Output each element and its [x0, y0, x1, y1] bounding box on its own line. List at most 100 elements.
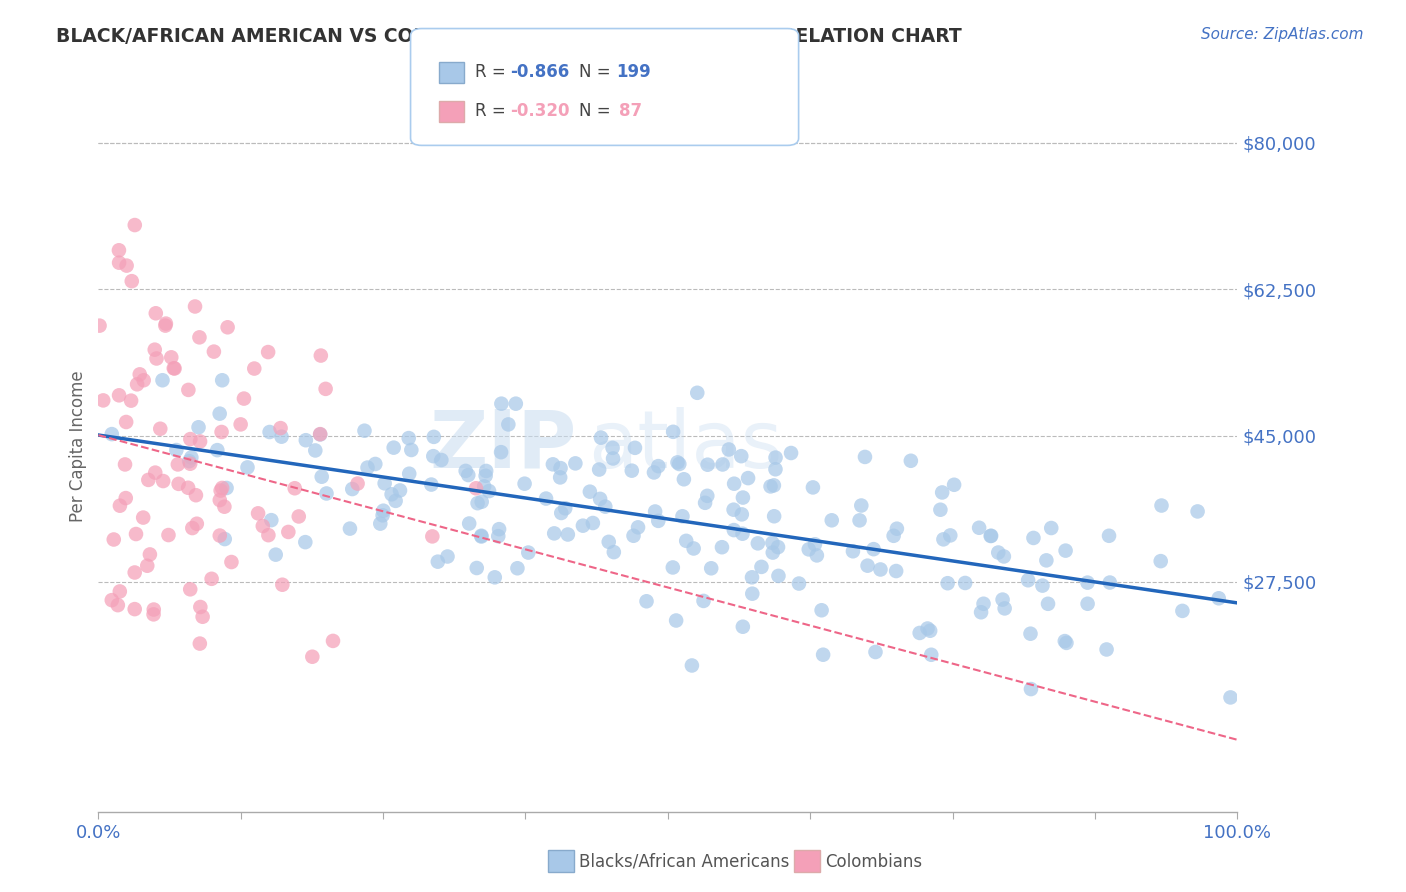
Point [315, 382, 337, 396]
Point [710, 540, 733, 554]
Point [686, 385, 709, 400]
Point [564, 456, 586, 470]
Point [229, 417, 252, 432]
Point [1150, 499, 1173, 513]
Point [143, 466, 166, 480]
Point [804, 537, 827, 551]
Point [243, 361, 266, 376]
Point [114, 458, 136, 472]
Point [1095, 642, 1118, 657]
Point [149, 422, 172, 436]
Point [723, 502, 745, 516]
Point [287, 509, 309, 524]
Point [681, 658, 703, 673]
Point [423, 430, 446, 444]
Point [668, 457, 690, 471]
Point [787, 576, 810, 591]
Point [465, 561, 488, 575]
Point [1035, 553, 1057, 567]
Point [270, 430, 292, 444]
Point [458, 516, 481, 531]
Point [401, 442, 423, 457]
Point [177, 383, 200, 397]
Point [236, 460, 259, 475]
Point [900, 454, 922, 468]
Point [294, 535, 316, 549]
Text: N =: N = [579, 63, 616, 81]
Point [277, 524, 299, 539]
Point [145, 351, 167, 366]
Point [801, 480, 824, 494]
Point [388, 483, 411, 498]
Point [644, 504, 666, 518]
Point [142, 602, 165, 616]
Point [301, 649, 323, 664]
Point [209, 483, 232, 498]
Point [589, 431, 612, 445]
Point [271, 578, 294, 592]
Point [541, 458, 564, 472]
Point [152, 474, 174, 488]
Point [181, 521, 204, 535]
Point [346, 476, 368, 491]
Point [101, 427, 124, 442]
Point [666, 455, 689, 469]
Point [821, 513, 844, 527]
Point [623, 529, 645, 543]
Point [862, 542, 884, 557]
Point [374, 476, 396, 491]
Point [382, 441, 405, 455]
Point [454, 464, 477, 478]
Point [474, 468, 496, 483]
Point [991, 592, 1014, 607]
Point [180, 450, 202, 465]
Point [124, 218, 146, 232]
Point [543, 526, 565, 541]
Point [160, 351, 183, 365]
Point [115, 415, 138, 429]
Point [505, 397, 527, 411]
Point [700, 561, 723, 575]
Point [188, 637, 211, 651]
Point [179, 454, 201, 468]
Text: atlas: atlas [588, 407, 783, 485]
Point [163, 361, 186, 376]
Y-axis label: Per Capita Income: Per Capita Income [69, 370, 87, 522]
Point [696, 489, 718, 503]
Point [987, 545, 1010, 559]
Point [1053, 634, 1076, 648]
Point [163, 361, 186, 376]
Point [711, 458, 734, 472]
Point [309, 427, 332, 442]
Point [132, 510, 155, 524]
Point [145, 306, 167, 320]
Point [108, 256, 131, 270]
Point [1019, 626, 1042, 640]
Text: -0.320: -0.320 [510, 103, 569, 120]
Point [692, 594, 714, 608]
Point [747, 536, 769, 550]
Point [550, 506, 572, 520]
Point [1219, 690, 1241, 705]
Point [257, 528, 280, 542]
Point [115, 259, 138, 273]
Point [869, 562, 891, 576]
Point [883, 529, 905, 543]
Point [865, 645, 887, 659]
Point [186, 516, 208, 531]
Point [478, 484, 501, 499]
Text: Blacks/African Americans: Blacks/African Americans [579, 853, 790, 871]
Point [107, 598, 129, 612]
Point [1187, 504, 1209, 518]
Point [91, 393, 114, 408]
Point [1150, 554, 1173, 568]
Point [741, 570, 763, 584]
Point [356, 460, 378, 475]
Point [247, 506, 270, 520]
Point [765, 462, 787, 476]
Point [215, 481, 238, 495]
Point [207, 443, 229, 458]
Point [884, 564, 907, 578]
Point [973, 597, 995, 611]
Point [624, 441, 647, 455]
